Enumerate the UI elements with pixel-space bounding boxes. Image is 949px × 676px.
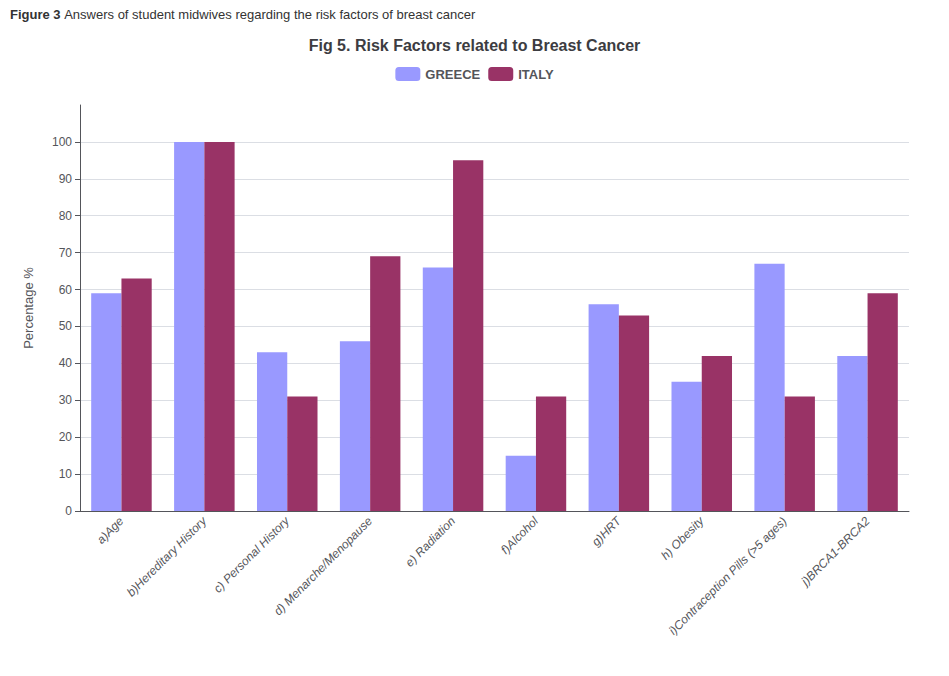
svg-text:Figure 3: Figure 3 [10,7,61,22]
svg-text:b)Hereditary History: b)Hereditary History [124,513,210,599]
svg-text:Answers of student midwives re: Answers of student midwives regarding th… [64,7,476,22]
svg-text:c) Personal History: c) Personal History [211,513,293,595]
svg-text:100: 100 [52,135,72,149]
svg-text:j)BRCA1-BRCA2: j)BRCA1-BRCA2 [797,514,873,590]
svg-text:g)HRT: g)HRT [589,513,625,549]
svg-text:Percentage %: Percentage % [21,267,36,349]
svg-text:Fig 5. Risk Factors related to: Fig 5. Risk Factors related to Breast Ca… [309,37,641,54]
svg-text:e) Radiation: e) Radiation [402,514,458,570]
svg-text:30: 30 [59,393,73,407]
svg-text:60: 60 [59,283,73,297]
svg-text:90: 90 [59,172,73,186]
svg-text:80: 80 [59,209,73,223]
svg-text:d) Menarche/Menopause: d) Menarche/Menopause [271,514,375,618]
svg-text:10: 10 [59,467,73,481]
svg-text:h) Obesity: h) Obesity [658,513,707,562]
svg-text:a)Age: a)Age [94,514,127,547]
svg-text:20: 20 [59,430,73,444]
svg-text:40: 40 [59,356,73,370]
svg-text:50: 50 [59,319,73,333]
svg-text:70: 70 [59,246,73,260]
svg-text:GREECE: GREECE [425,67,480,82]
svg-text:0: 0 [65,504,72,518]
svg-text:f)Alcohol: f)Alcohol [498,514,541,557]
svg-text:i)Contraception Pills (>5 ages: i)Contraception Pills (>5 ages) [666,514,790,638]
svg-text:ITALY: ITALY [518,67,554,82]
